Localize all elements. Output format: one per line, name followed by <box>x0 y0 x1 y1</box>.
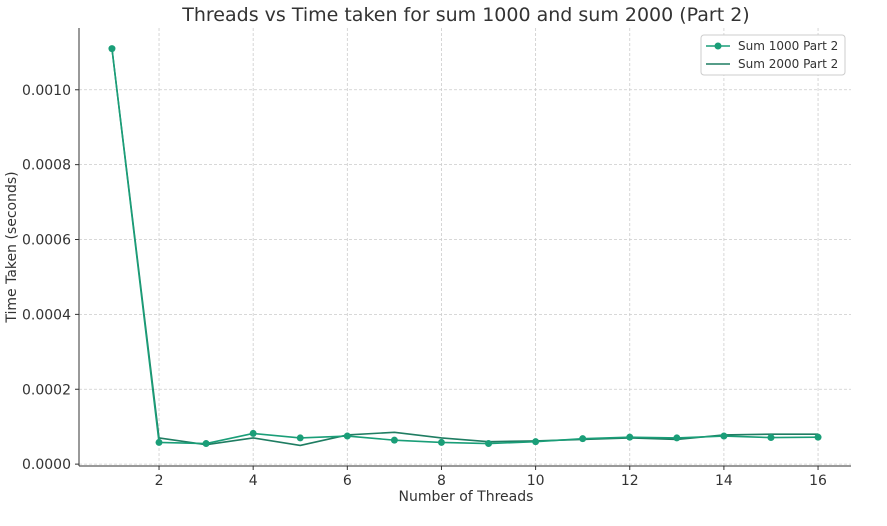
plot-area <box>108 45 822 448</box>
data-point-sum-1000-part-2 <box>390 436 398 444</box>
y-tick-label: 0.0004 <box>22 307 71 323</box>
y-tick-label: 0.0002 <box>22 382 71 398</box>
data-point-sum-1000-part-2 <box>532 438 540 446</box>
data-point-sum-1000-part-2 <box>485 440 493 448</box>
data-point-sum-1000-part-2 <box>108 45 116 53</box>
legend-label-sum-1000: Sum 1000 Part 2 <box>738 39 838 53</box>
legend-label-sum-2000: Sum 2000 Part 2 <box>738 57 838 71</box>
data-point-sum-1000-part-2 <box>579 435 587 443</box>
x-tick-label: 4 <box>249 473 258 489</box>
data-point-sum-1000-part-2 <box>155 438 163 446</box>
legend-marker-sum-1000 <box>714 42 722 50</box>
y-axis-label: Time Taken (seconds) <box>4 171 20 323</box>
y-tick-label: 0.0008 <box>22 158 71 174</box>
y-tick-label: 0.0006 <box>22 233 71 249</box>
data-point-sum-1000-part-2 <box>296 434 304 442</box>
data-point-sum-1000-part-2 <box>626 433 634 441</box>
data-point-sum-1000-part-2 <box>720 432 728 440</box>
legend-box <box>700 34 846 76</box>
x-tick-label: 8 <box>437 473 446 489</box>
data-point-sum-1000-part-2 <box>202 440 210 448</box>
x-tick-label: 10 <box>527 473 545 489</box>
axes: 2 4 6 8 10 12 14 16 0.0000 0.0002 0.0004 0.0006 0.00… <box>22 28 851 489</box>
data-point-sum-1000-part-2 <box>767 434 775 442</box>
data-point-sum-1000-part-2 <box>437 438 445 446</box>
x-tick-label: 6 <box>343 473 352 489</box>
x-tick-label: 16 <box>809 473 827 489</box>
chart-title: Threads vs Time taken for sum 1000 and s… <box>181 4 749 26</box>
y-tick-label: 0.0000 <box>22 457 71 473</box>
data-point-sum-1000-part-2 <box>814 433 822 441</box>
series-line-sum-2000-part-2 <box>111 48 819 447</box>
legend: Sum 1000 Part 2 Sum 2000 Part 2 <box>700 34 846 76</box>
data-point-sum-1000-part-2 <box>343 432 351 440</box>
x-axis-label: Number of Threads <box>399 489 534 505</box>
x-tick-label: 14 <box>715 473 733 489</box>
x-tick-label: 2 <box>155 473 164 489</box>
series-line-sum-1000-part-2 <box>111 48 819 445</box>
x-tick-label: 12 <box>621 473 639 489</box>
data-point-sum-1000-part-2 <box>249 429 257 437</box>
y-tick-label: 0.0010 <box>22 83 71 99</box>
grid <box>79 28 851 466</box>
data-point-sum-1000-part-2 <box>673 434 681 442</box>
